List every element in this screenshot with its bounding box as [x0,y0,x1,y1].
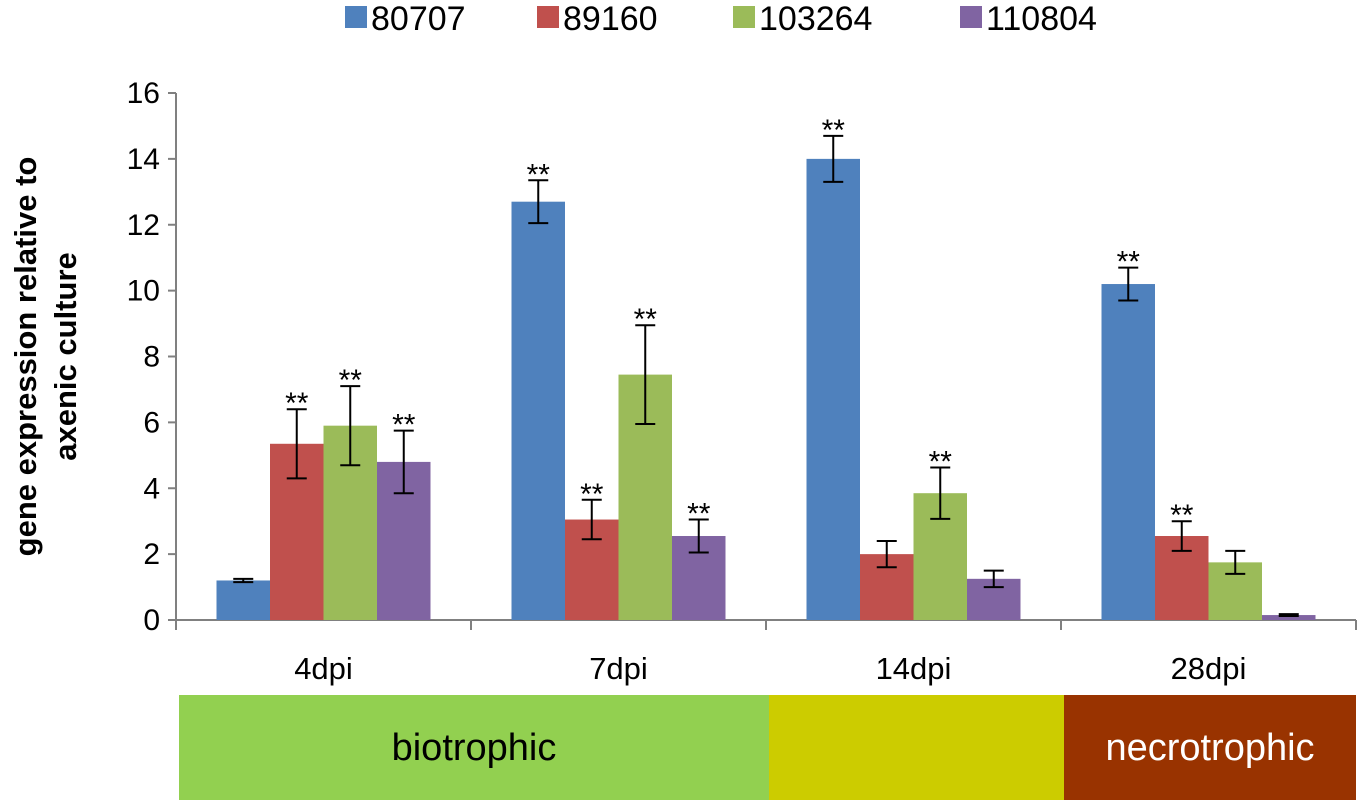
significance-mark: ** [392,409,416,442]
legend-label: 89160 [563,0,658,38]
x-tick-label: 4dpi [294,651,353,686]
phase-label: necrotrophic [1105,727,1314,769]
y-tick-label: 4 [143,472,160,505]
significance-mark: ** [527,158,551,191]
phase-segment [179,695,769,800]
y-tick-label: 0 [143,604,160,637]
significance-mark: ** [634,303,658,336]
bar [806,158,860,620]
y-tick-label: 10 [127,275,160,308]
legend-swatch [733,6,755,28]
bars: ** ** ** ** ** ** ** ** ** ** ** [216,114,1316,620]
bar [511,201,565,620]
significance-mark: ** [822,114,846,147]
legend-label: 103264 [759,0,872,38]
x-tick-label: 7dpi [589,651,648,686]
x-axis: 4dpi 7dpi 14dpi 28dpi [175,619,1357,686]
significance-mark: ** [929,445,953,478]
significance-mark: ** [339,364,363,397]
legend-swatch [537,6,559,28]
significance-mark: ** [1117,246,1141,279]
y-tick-label: 16 [127,77,160,110]
phase-band: biotrophic necrotrophic [179,695,1356,800]
legend: 80707 89160 103264 110804 [345,0,1097,38]
y-tick-label: 8 [143,341,160,374]
y-axis: 0 2 4 6 8 10 12 14 16 [127,77,177,637]
x-tick-label: 28dpi [1171,651,1247,686]
bar [1262,615,1316,620]
significance-mark: ** [1170,499,1194,532]
significance-mark: ** [580,478,604,511]
legend-label: 80707 [371,0,466,38]
bar [1101,284,1155,620]
y-tick-label: 14 [127,143,160,176]
y-axis-label: gene expression relative to axenic cultur… [8,157,83,557]
bar [216,580,270,620]
significance-mark: ** [687,498,711,531]
y-axis-label-line: axenic culture [48,252,83,460]
legend-swatch [960,6,982,28]
significance-mark: ** [285,387,309,420]
y-tick-label: 2 [143,538,160,571]
y-axis-label-line: gene expression relative to [8,157,43,557]
y-tick-label: 6 [143,406,160,439]
legend-swatch [345,6,367,28]
phase-segment [1064,695,1356,800]
phase-segment [769,695,1064,800]
legend-label: 110804 [986,0,1097,38]
phase-label: biotrophic [392,727,557,769]
y-tick-label: 12 [127,209,160,242]
x-tick-label: 14dpi [876,651,952,686]
